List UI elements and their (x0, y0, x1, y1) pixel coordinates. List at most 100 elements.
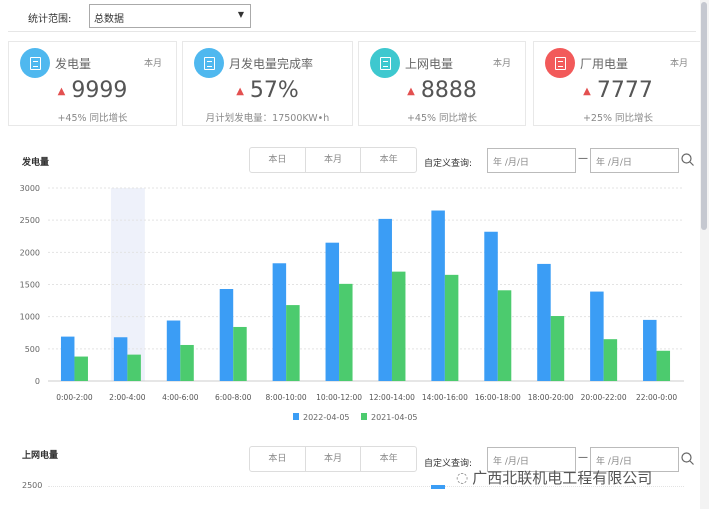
stat-card: 厂用电量 本月 ▲ 7777 +25% 同比增长 (533, 41, 703, 126)
tab-year[interactable]: 本年 (379, 454, 398, 464)
document-icon (20, 48, 50, 78)
bar (233, 326, 247, 381)
search-icon[interactable] (681, 452, 694, 465)
filter-label: 统计范围: (28, 14, 72, 25)
bar (339, 283, 353, 381)
bar (180, 344, 194, 381)
document-icon (370, 48, 400, 78)
card-subtitle: 月计划发电量：17500KW•h (205, 113, 330, 124)
range-select-value: 总数据 (94, 14, 124, 25)
card-value: ▲ 9999 (57, 78, 128, 103)
bar (286, 305, 300, 381)
bar (550, 316, 565, 381)
period-tabs-2: 本日 本月 本年 (249, 446, 417, 472)
caret-down-icon: ▼ (237, 10, 244, 19)
card-value: ▲ 8888 (407, 78, 477, 103)
tab-month[interactable]: 本月 (306, 447, 362, 471)
y-tick-label: 0 (35, 377, 40, 386)
bar (497, 290, 512, 381)
bar (643, 319, 657, 381)
bar (444, 274, 459, 381)
date-separator: — (578, 153, 588, 164)
divider (8, 31, 696, 32)
gridline (48, 486, 684, 487)
x-tick-label: 12:00-14:00 (369, 393, 415, 402)
tab-year[interactable]: 本年 (379, 155, 398, 165)
x-tick-label: 0:00-2:00 (56, 393, 93, 402)
bar (391, 271, 406, 381)
y-tick-label: 2500 (22, 481, 43, 490)
section-title-grid: 上网电量 (22, 451, 59, 461)
section-title-generation: 发电量 (22, 158, 50, 168)
card-subtitle: +25% 同比增长 (582, 113, 654, 124)
bar (603, 339, 618, 381)
bar (590, 291, 604, 381)
bar (74, 356, 88, 381)
bar (378, 218, 392, 381)
scrollbar-thumb[interactable] (701, 2, 707, 230)
card-value: ▲ 57% (236, 78, 299, 103)
x-tick-label: 10:00-12:00 (316, 393, 362, 402)
y-tick-label: 500 (25, 345, 40, 354)
stat-card: 月发电量完成率 ▲ 57% 月计划发电量：17500KW•h (182, 41, 353, 126)
y-tick-label: 3000 (20, 184, 40, 193)
bar (60, 336, 75, 381)
x-tick-label: 6:00-8:00 (215, 393, 252, 402)
wechat-icon: ◌ (456, 469, 469, 486)
bar (113, 337, 128, 381)
legend-label: 2021-04-05 (371, 413, 418, 422)
up-arrow-icon: ▲ (57, 85, 66, 97)
bar (484, 231, 498, 381)
date-from-input[interactable]: 年 /月/日 (487, 447, 576, 472)
range-select[interactable]: 总数据 ▼ (89, 4, 251, 28)
bar (272, 263, 287, 381)
legend-label: 2022-04-05 (303, 413, 350, 422)
up-arrow-icon: ▲ (583, 85, 591, 97)
bar (431, 485, 445, 489)
search-icon[interactable] (681, 153, 694, 166)
legend-swatch (361, 413, 367, 420)
card-title: 月发电量完成率 (229, 57, 314, 71)
card-period: 本月 (669, 59, 688, 69)
bar (166, 320, 181, 381)
date-to-input[interactable]: 年 /月/日 (590, 447, 679, 472)
legend-swatch (293, 413, 299, 420)
stat-card: 发电量 本月 ▲ 9999 +45% 同比增长 (8, 41, 177, 126)
card-title: 厂用电量 (580, 57, 629, 71)
custom-query-label: 自定义查询: (424, 459, 473, 469)
bar (325, 242, 340, 381)
x-tick-label: 14:00-16:00 (422, 393, 468, 402)
tab-day[interactable]: 本日 (250, 148, 306, 172)
card-period: 本月 (143, 59, 162, 69)
up-arrow-icon: ▲ (236, 85, 244, 97)
period-tabs: 本日 本月 本年 (249, 147, 417, 173)
x-tick-label: 2:00-4:00 (109, 393, 146, 402)
card-title: 上网电量 (405, 57, 454, 71)
stat-card: 上网电量 本月 ▲ 8888 +45% 同比增长 (358, 41, 526, 126)
x-tick-label: 8:00-10:00 (266, 393, 307, 402)
card-period: 本月 (492, 59, 511, 69)
custom-query-label: 自定义查询: (424, 159, 473, 169)
y-tick-label: 2000 (20, 248, 40, 257)
bar (127, 354, 141, 381)
scrollbar[interactable] (700, 0, 709, 509)
card-title: 发电量 (55, 57, 92, 71)
x-tick-label: 18:00-20:00 (528, 393, 574, 402)
generation-bar-chart: 0 500 1000 1500 2000 2500 3000 0:00-2:00 2:00-4:… (20, 184, 684, 422)
bar (656, 350, 671, 381)
tab-day[interactable]: 本日 (250, 447, 306, 471)
date-to-input[interactable]: 年 /月/日 (590, 148, 679, 173)
card-value: ▲ 7777 (583, 78, 653, 103)
x-tick-label: 20:00-22:00 (581, 393, 627, 402)
x-tick-label: 16:00-18:00 (475, 393, 521, 402)
bar (431, 210, 445, 381)
tab-month[interactable]: 本月 (306, 148, 362, 172)
y-tick-label: 2500 (20, 216, 40, 225)
bar (219, 289, 234, 381)
bar (537, 263, 551, 381)
x-tick-label: 22:00-0:00 (636, 393, 677, 402)
document-icon (194, 48, 224, 78)
up-arrow-icon: ▲ (407, 85, 415, 97)
card-subtitle: +45% 同比增长 (406, 113, 478, 124)
date-from-input[interactable]: 年 /月/日 (487, 148, 576, 173)
